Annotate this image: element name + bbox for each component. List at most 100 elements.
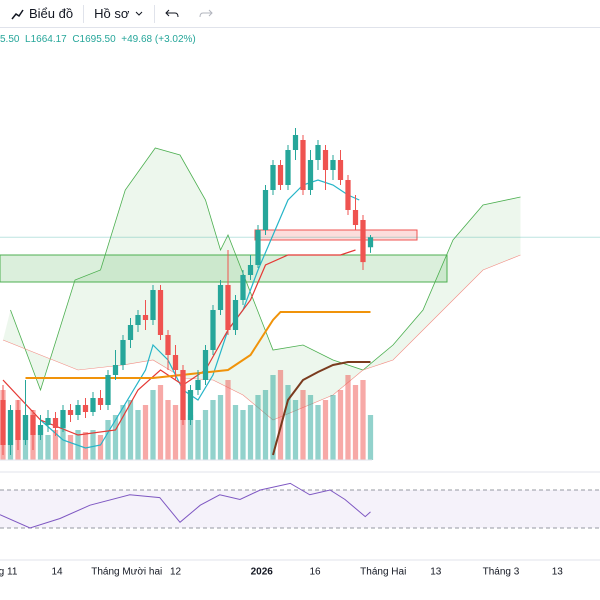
volume-bar (277, 370, 284, 460)
candle-body (37, 425, 44, 435)
candle-body (157, 290, 164, 335)
candle-body (277, 165, 284, 185)
candle-body (165, 335, 171, 355)
candle-body (352, 210, 359, 225)
candle-body (255, 230, 261, 265)
volume-bar (187, 415, 194, 460)
volume-bar (262, 390, 269, 460)
chart-button[interactable]: Biểu đồ (0, 6, 83, 21)
candle-body (22, 415, 29, 440)
candle-body (67, 410, 74, 415)
candle-body (367, 237, 374, 248)
volume-bar (105, 420, 111, 460)
separator (83, 4, 85, 23)
volume-bar (292, 400, 299, 460)
volume-bar (300, 390, 306, 460)
candle-body (225, 285, 231, 330)
candle-body (135, 315, 141, 325)
volume-bar (157, 385, 164, 460)
volume-bar (337, 390, 344, 460)
candle-body (127, 325, 134, 340)
x-tick-label: Tháng Mười hai (91, 567, 162, 578)
volume-bar (67, 435, 74, 460)
volume-bar (82, 432, 89, 460)
volume-bar (120, 405, 126, 460)
volume-bar (255, 395, 261, 460)
candle-body (172, 355, 179, 370)
volume-bar (112, 415, 119, 460)
volume-bar (232, 405, 239, 460)
volume-bar (97, 435, 104, 460)
volume-bar (37, 430, 44, 460)
volume-bar (225, 380, 231, 460)
candle-body (45, 418, 51, 425)
volume-bar (45, 435, 51, 460)
candle-body (315, 145, 321, 160)
candle-body (105, 375, 111, 405)
candle-body (262, 190, 269, 230)
candle-body (232, 300, 239, 330)
undo-icon (165, 9, 179, 17)
x-tick-label: Tháng Hai (360, 567, 406, 578)
candle-body (120, 340, 126, 365)
cloud-span-a (10, 147, 521, 392)
candle-body (300, 140, 306, 190)
x-tick-label: 12 (170, 567, 182, 578)
volume-bar (367, 415, 374, 460)
candle-body (360, 220, 366, 263)
candle-body (217, 285, 224, 310)
rsi-band (0, 490, 600, 528)
profile-button[interactable]: Hồ sơ (84, 6, 154, 21)
candle-body (30, 415, 36, 435)
candle-body (75, 405, 81, 415)
chart-icon (11, 9, 24, 19)
volume-bar (127, 400, 134, 460)
candle-body (52, 418, 59, 428)
undo-button[interactable] (155, 7, 189, 21)
separator (154, 4, 156, 23)
candle-body (180, 370, 186, 420)
volume-bar (210, 400, 216, 460)
volume-bar (345, 375, 351, 460)
candle-body (292, 135, 299, 150)
candle-body (150, 290, 156, 320)
volume-bar (60, 425, 66, 460)
volume-bar (142, 405, 149, 460)
volume-bar (270, 375, 276, 460)
candle-body (97, 398, 104, 405)
candle-body (142, 315, 149, 320)
redo-button[interactable] (189, 7, 223, 21)
candle-body (240, 275, 246, 300)
volume-bar (307, 395, 314, 460)
volume-bar (330, 395, 336, 460)
candle-body (345, 180, 351, 210)
candle-body (112, 365, 119, 375)
candle-body (0, 400, 6, 445)
volume-bar (135, 410, 141, 460)
volume-bar (240, 410, 246, 460)
volume-bar (352, 385, 359, 460)
candle-body (322, 150, 329, 170)
zone (254, 229, 418, 241)
rsi-line (0, 482, 371, 529)
candle-body (202, 350, 209, 380)
volume-bar (150, 390, 156, 460)
candle-body (90, 398, 96, 412)
candle-body (270, 165, 276, 190)
x-tick-label: Tháng 3 (483, 567, 520, 578)
x-tick-label: 14 (51, 567, 63, 578)
volume-bar (322, 400, 329, 460)
candle-body (195, 380, 201, 390)
toolbar: Biểu đồ Hồ sơ (0, 0, 600, 28)
volume-bar (165, 400, 171, 460)
volume-bar (315, 405, 321, 460)
volume-bar (90, 430, 96, 460)
indicator-line (272, 361, 371, 456)
x-tick-label: 13 (430, 567, 442, 578)
candle-body (82, 405, 89, 412)
cloud-fill (3, 148, 521, 420)
volume-bar (52, 430, 59, 460)
volume-bar (360, 380, 366, 460)
